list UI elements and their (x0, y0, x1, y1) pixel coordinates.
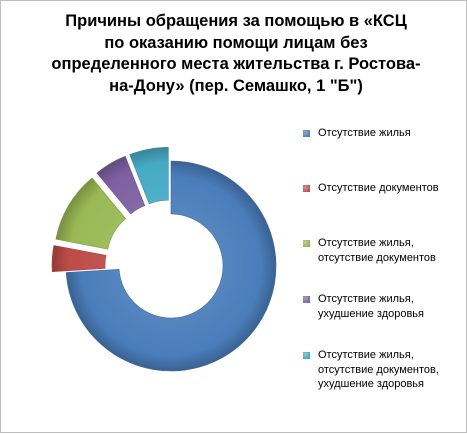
legend-label: Отсутствие жилья, ухудшение здоровья (318, 293, 424, 320)
legend-swatch (303, 240, 310, 247)
legend-label: Отсутствие жилья (318, 127, 411, 139)
slice-5 (129, 146, 169, 205)
slice-1 (65, 160, 277, 372)
legend-swatch (303, 185, 310, 192)
legend-swatch (303, 296, 310, 303)
legend-label: Отсутствие жилья, отсутствие документов,… (318, 349, 439, 390)
slice-3 (55, 177, 127, 250)
legend-label: Отсутствие документов (318, 182, 439, 194)
chart-title: Причины обращения за помощью в «КСЦ по о… (51, 12, 421, 95)
legend-swatch (303, 352, 310, 359)
slice-2 (51, 245, 107, 273)
legend-swatch (303, 130, 310, 137)
slice-4 (96, 155, 146, 215)
legend-label: Отсутствие жилья, отсутствие документов (318, 237, 436, 264)
